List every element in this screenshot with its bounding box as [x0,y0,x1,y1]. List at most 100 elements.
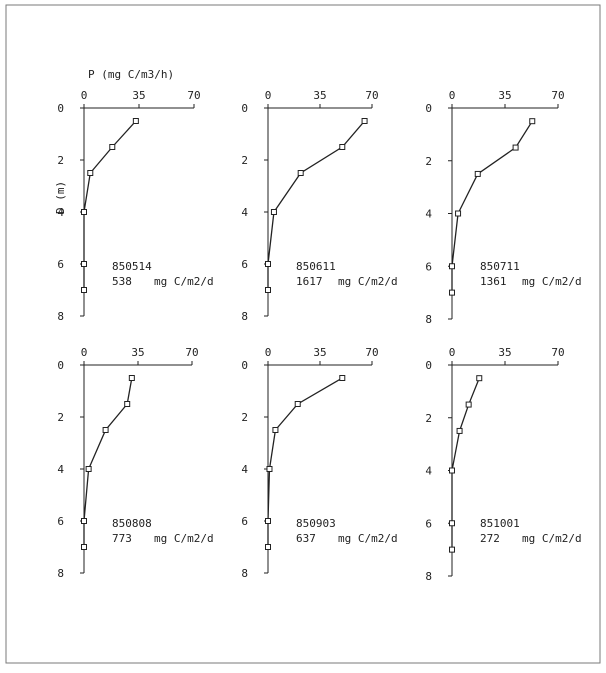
sample-id-label: 851001 [480,517,520,530]
x-tick-label: 0 [449,346,456,359]
data-point-851001-5 [449,546,455,553]
y-tick-label: 0 [241,102,248,115]
x-tick-label: 0 [265,346,272,359]
profile-line-850808 [83,377,133,547]
x-tick-label: 0 [449,89,456,102]
daily-production-unit: mg C/m2/d [522,275,582,288]
data-point-850808-4 [81,518,87,524]
data-point-850514-5 [81,287,87,293]
y-tick-label: 6 [425,517,432,530]
data-point-850808-2 [102,427,109,433]
data-point-850903-1 [294,401,301,407]
data-point-850514-3 [81,209,87,215]
y-tick-label: 6 [425,260,432,273]
y-tick-label: 4 [241,206,248,219]
x-tick-label: 0 [265,89,272,102]
y-tick-label: 4 [425,208,432,221]
sample-id-label: 850711 [480,260,520,273]
y-tick-label: 2 [57,154,64,167]
y-tick-label: 8 [57,567,64,580]
x-tick-label: 0 [81,89,88,102]
y-tick-label: 4 [57,463,64,476]
data-point-850808-0 [128,375,135,381]
y-tick-label: 2 [57,411,64,424]
y-tick-label: 8 [241,310,248,323]
y-tick-label: 6 [57,515,64,528]
data-point-850903-4 [265,518,271,524]
data-point-850711-2 [474,170,481,177]
daily-production-value: 1361 [480,275,507,288]
data-point-850808-1 [124,401,131,407]
profile-line-850611 [267,120,366,290]
data-point-850611-4 [265,261,271,267]
data-point-851001-0 [476,375,483,382]
x-tick-label: 35 [498,346,511,359]
y-tick-label: 8 [425,313,432,326]
daily-production-unit: mg C/m2/d [522,532,582,545]
data-point-850903-0 [339,375,346,381]
x-tick-label: 70 [551,89,564,102]
profile-line-850711 [451,120,533,293]
x-tick-label: 35 [498,89,511,102]
y-tick-label: 0 [57,102,64,115]
x-tick-label: 70 [185,346,198,359]
data-point-850514-2 [87,170,94,176]
profile-line-850514 [83,120,137,290]
y-tick-label: 0 [425,359,432,372]
data-point-850611-1 [339,144,346,150]
panel-850611: 0 35 70 0 2 4 6 8 850611 1617 mg C/m2/d [241,89,397,323]
data-point-850514-0 [132,118,139,124]
panel-851001: 0 35 70 0 2 4 6 8 851001 272 mg C/m2/d [425,346,581,583]
sample-id-label: 850514 [112,260,152,273]
data-point-850514-1 [109,144,116,150]
x-tick-label: 70 [365,346,378,359]
y-tick-label: 2 [425,412,432,425]
data-point-850711-1 [512,144,519,151]
y-tick-label: 8 [425,570,432,583]
x-tick-label: 70 [187,89,200,102]
data-point-850808-5 [81,544,87,550]
data-point-850808-3 [85,466,92,472]
daily-production-value: 272 [480,532,500,545]
daily-production-unit: mg C/m2/d [154,275,214,288]
y-tick-label: 0 [57,359,64,372]
panel-850808: 0 35 70 0 2 4 6 8 850808 773 mg C/m2/d [57,346,213,580]
data-point-850611-2 [297,170,304,176]
x-tick-label: 35 [313,89,326,102]
daily-production-unit: mg C/m2/d [338,532,398,545]
y-tick-label: 2 [241,411,248,424]
data-point-851001-4 [449,520,455,527]
data-point-850903-2 [272,427,279,433]
data-point-850611-5 [265,287,271,293]
daily-production-unit: mg C/m2/d [338,275,398,288]
data-point-851001-2 [456,427,463,434]
data-point-850611-3 [270,209,277,215]
daily-production-value: 538 [112,275,132,288]
x-tick-label: 35 [313,346,326,359]
data-point-851001-3 [449,467,455,474]
y-tick-label: 2 [241,154,248,167]
daily-production-unit: mg C/m2/d [154,532,214,545]
daily-production-value: 1617 [296,275,323,288]
profile-line-851001 [451,377,480,550]
daily-production-value: 637 [296,532,316,545]
y-tick-label: 6 [241,515,248,528]
x-tick-label: 35 [131,346,144,359]
data-point-850903-5 [265,544,271,550]
data-point-851001-1 [465,401,472,408]
profile-line-850903 [267,377,343,547]
data-point-850711-3 [455,210,462,217]
y-tick-label: 8 [57,310,64,323]
y-tick-label: 4 [57,206,64,219]
x-tick-label: 70 [365,89,378,102]
daily-production-value: 773 [112,532,132,545]
y-tick-label: 4 [241,463,248,476]
sample-id-label: 850611 [296,260,336,273]
x-tick-label: 0 [81,346,88,359]
sample-id-label: 850808 [112,517,152,530]
x-tick-label: 70 [551,346,564,359]
data-point-850611-0 [361,118,368,124]
y-tick-label: 2 [425,155,432,168]
